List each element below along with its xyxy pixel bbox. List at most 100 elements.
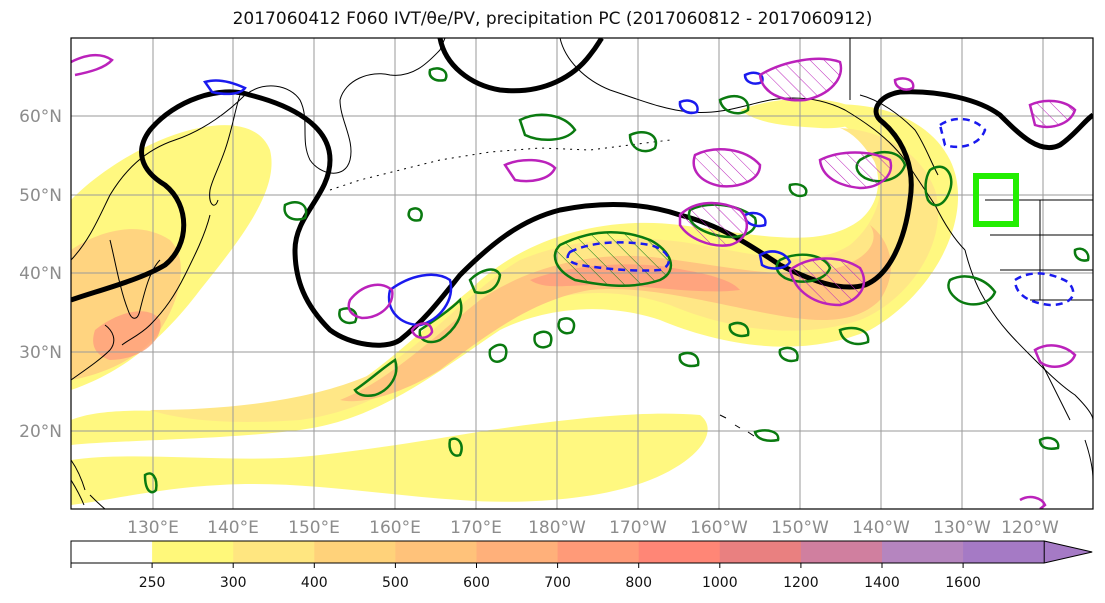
pv-green-4 <box>488 343 508 363</box>
lon-label-130w: 130°W <box>933 518 991 538</box>
colorbar-tick-label: 1200 <box>783 575 819 591</box>
pv-magenta-9 <box>71 54 114 77</box>
lon-label-160e: 160°E <box>369 518 421 538</box>
colorbar-tick-label: 250 <box>138 575 166 591</box>
coastlines <box>71 38 1093 509</box>
pv-magenta-6 <box>1028 99 1077 129</box>
pv-green-22 <box>678 351 700 368</box>
pv-green-17 <box>448 437 463 457</box>
pv-green-11 <box>947 275 997 306</box>
colorbar-tick-label: 800 <box>625 575 653 591</box>
pv-green-13 <box>628 131 658 153</box>
lon-label-130e: 130°E <box>127 518 179 538</box>
ivt-alaska <box>740 98 863 129</box>
theta-e-main <box>71 89 1093 348</box>
lat-label-60: 60°N <box>19 107 62 127</box>
coast-bc <box>849 38 939 176</box>
pv-green-5 <box>533 330 553 349</box>
coast-uswest <box>964 249 1093 421</box>
lon-label-160w: 160°W <box>690 518 748 538</box>
pv-green-14 <box>283 201 308 221</box>
coast-kamchatka <box>209 94 241 206</box>
colorbar-segment <box>314 541 396 563</box>
colorbar-tick-label: 300 <box>219 575 247 591</box>
theta-e-north <box>437 38 604 94</box>
pv-magenta-7 <box>347 283 394 320</box>
pv-blue-6 <box>202 79 247 96</box>
colorbar-tick-label: 500 <box>382 575 409 591</box>
pv-magenta-1 <box>678 201 749 247</box>
pv-green-27 <box>788 183 808 198</box>
pv-green-15 <box>407 207 423 222</box>
colorbar-tick-label: 1000 <box>701 575 738 591</box>
lon-label-180w: 180°W <box>528 518 586 538</box>
pv-green-2 <box>418 297 463 344</box>
latitude-labels: 60°N 50°N 40°N 30°N 20°N <box>19 107 62 442</box>
colorbar-tick-label: 600 <box>463 575 490 591</box>
coast-philippines <box>71 479 85 506</box>
colorbar-segment <box>557 541 640 563</box>
lon-label-140e: 140°E <box>207 518 259 538</box>
pv-magenta-13 <box>893 77 915 91</box>
colorbar-tick-label: 1400 <box>864 575 900 591</box>
pv-blue-1 <box>387 273 453 327</box>
pv-blue-5 <box>938 117 987 149</box>
theta-e-contours <box>71 38 1093 348</box>
pv-green-12 <box>518 113 577 141</box>
map-frame <box>70 37 1094 510</box>
colorbar-segment <box>719 541 802 563</box>
ivt-south-band <box>71 413 708 505</box>
colorbar-extend-arrow <box>1043 540 1093 564</box>
pv-magenta-12 <box>410 322 434 339</box>
pv-magenta-10 <box>1033 344 1077 368</box>
lon-label-140w: 140°W <box>852 518 910 538</box>
pv-magenta-4 <box>692 148 762 188</box>
pv-magenta-contours <box>71 54 1077 509</box>
chart-title: 2017060412 F060 IVT/θe/PV, precipitation… <box>232 9 873 29</box>
lon-label-150w: 150°W <box>771 518 829 538</box>
lat-label-20: 20°N <box>19 422 62 442</box>
boundary-states <box>990 200 1093 301</box>
coast-korea <box>109 239 161 319</box>
pv-green-25 <box>428 67 448 82</box>
colorbar-segment <box>476 541 559 563</box>
colorbar-tick-label: 400 <box>300 575 328 591</box>
lon-label-150e: 150°E <box>288 518 340 538</box>
pv-magenta-2 <box>788 257 866 307</box>
pv-green-16 <box>143 472 158 494</box>
colorbar-tick-labels: 250 300 400 500 600 700 800 1000 1200 1400 1600 <box>0 575 1105 595</box>
colorbar-segment <box>800 541 883 563</box>
colorbar-segment <box>882 541 964 563</box>
pv-blue-3 <box>758 250 792 270</box>
pv-green-10 <box>924 165 953 207</box>
lat-label-30: 30°N <box>19 343 62 363</box>
target-region-box <box>973 173 1019 227</box>
pv-blue-4 <box>1013 272 1075 307</box>
colorbar-segment <box>638 541 721 563</box>
colorbar-tick-label: 700 <box>544 575 571 591</box>
pv-green-20 <box>838 326 870 346</box>
colorbar-tick-label: 1600 <box>945 575 981 591</box>
ivt-japan-700 <box>93 311 161 360</box>
pv-green-1 <box>353 358 398 398</box>
pv-magenta-5 <box>758 57 843 102</box>
pv-green-3 <box>468 268 502 294</box>
pv-magenta-8 <box>503 158 557 183</box>
pv-green-23 <box>728 321 750 338</box>
pv-green-19 <box>1038 436 1060 450</box>
pv-green-6 <box>557 317 576 335</box>
coast-japan <box>121 214 211 346</box>
islands-hawaii <box>719 414 755 437</box>
colorbar-segment <box>71 541 153 563</box>
coast-china <box>71 324 115 509</box>
pv-blue-8 <box>678 99 699 115</box>
pv-green-26 <box>718 94 750 115</box>
colorbar-segment <box>233 541 315 563</box>
colorbar-segment <box>152 541 234 563</box>
lon-label-170w: 170°W <box>609 518 667 538</box>
lat-label-40: 40°N <box>19 264 62 284</box>
pv-green-18 <box>753 429 780 442</box>
longitude-labels: 130°E 140°E 150°E 160°E 170°E 180°W 170°… <box>127 518 1059 538</box>
pv-magenta-3 <box>818 151 893 190</box>
